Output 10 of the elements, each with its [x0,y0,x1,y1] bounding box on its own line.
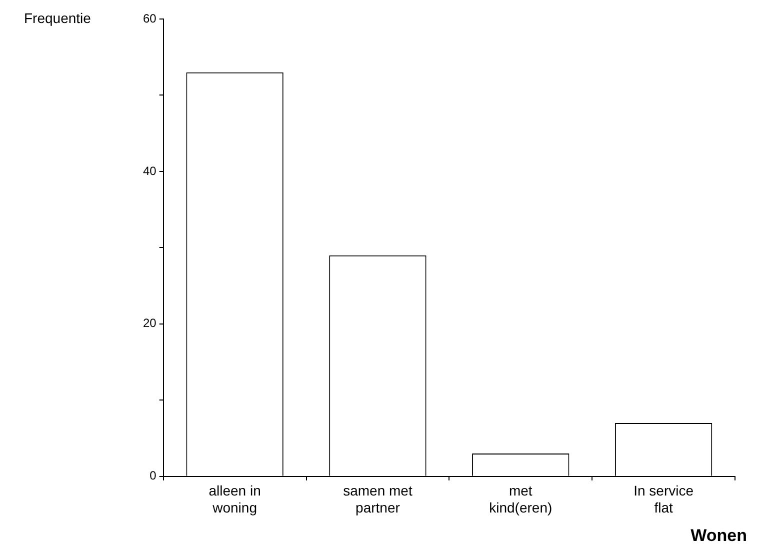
y-tick-label: 20 [142,316,157,330]
y-tick-label: 40 [142,164,157,178]
y-tick-label: 0 [150,468,157,483]
x-axis-title: Wonen [690,526,747,546]
x-tick-label: alleen in woning [208,482,261,516]
x-tick-label: In service flat [634,482,694,516]
x-tick-label: met kind(eren) [489,482,552,516]
y-tick-label: 60 [142,11,157,26]
x-tick-label: samen met partner [343,482,412,516]
y-axis-title: Frequentie [24,10,91,26]
